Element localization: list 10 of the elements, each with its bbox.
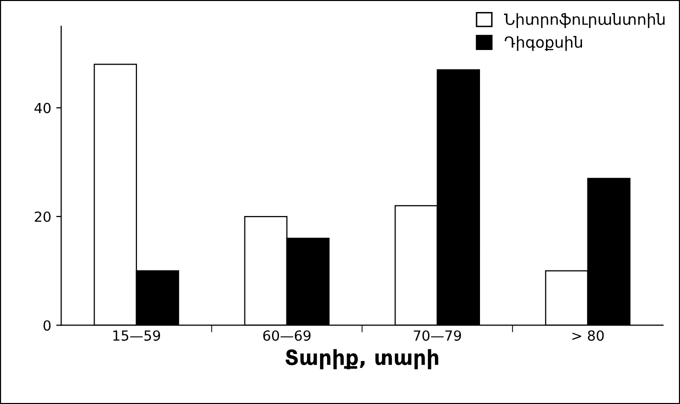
x-tick-label: 60—69: [263, 330, 311, 341]
x-tick-label: 70—79: [414, 330, 461, 341]
legend-label: Նիտրոֆուրանտոին: [504, 13, 665, 28]
x-tick-label: 15—59: [113, 330, 160, 341]
y-tick-label: 40: [34, 102, 51, 114]
y-tick-label: 0: [44, 320, 51, 331]
legend-label: Դիգօքսին: [504, 36, 582, 51]
x-axis-title: Տարիք, տարի: [286, 349, 438, 370]
y-tick-label: 20: [34, 211, 51, 222]
x-tick-label: > 80: [572, 330, 604, 341]
